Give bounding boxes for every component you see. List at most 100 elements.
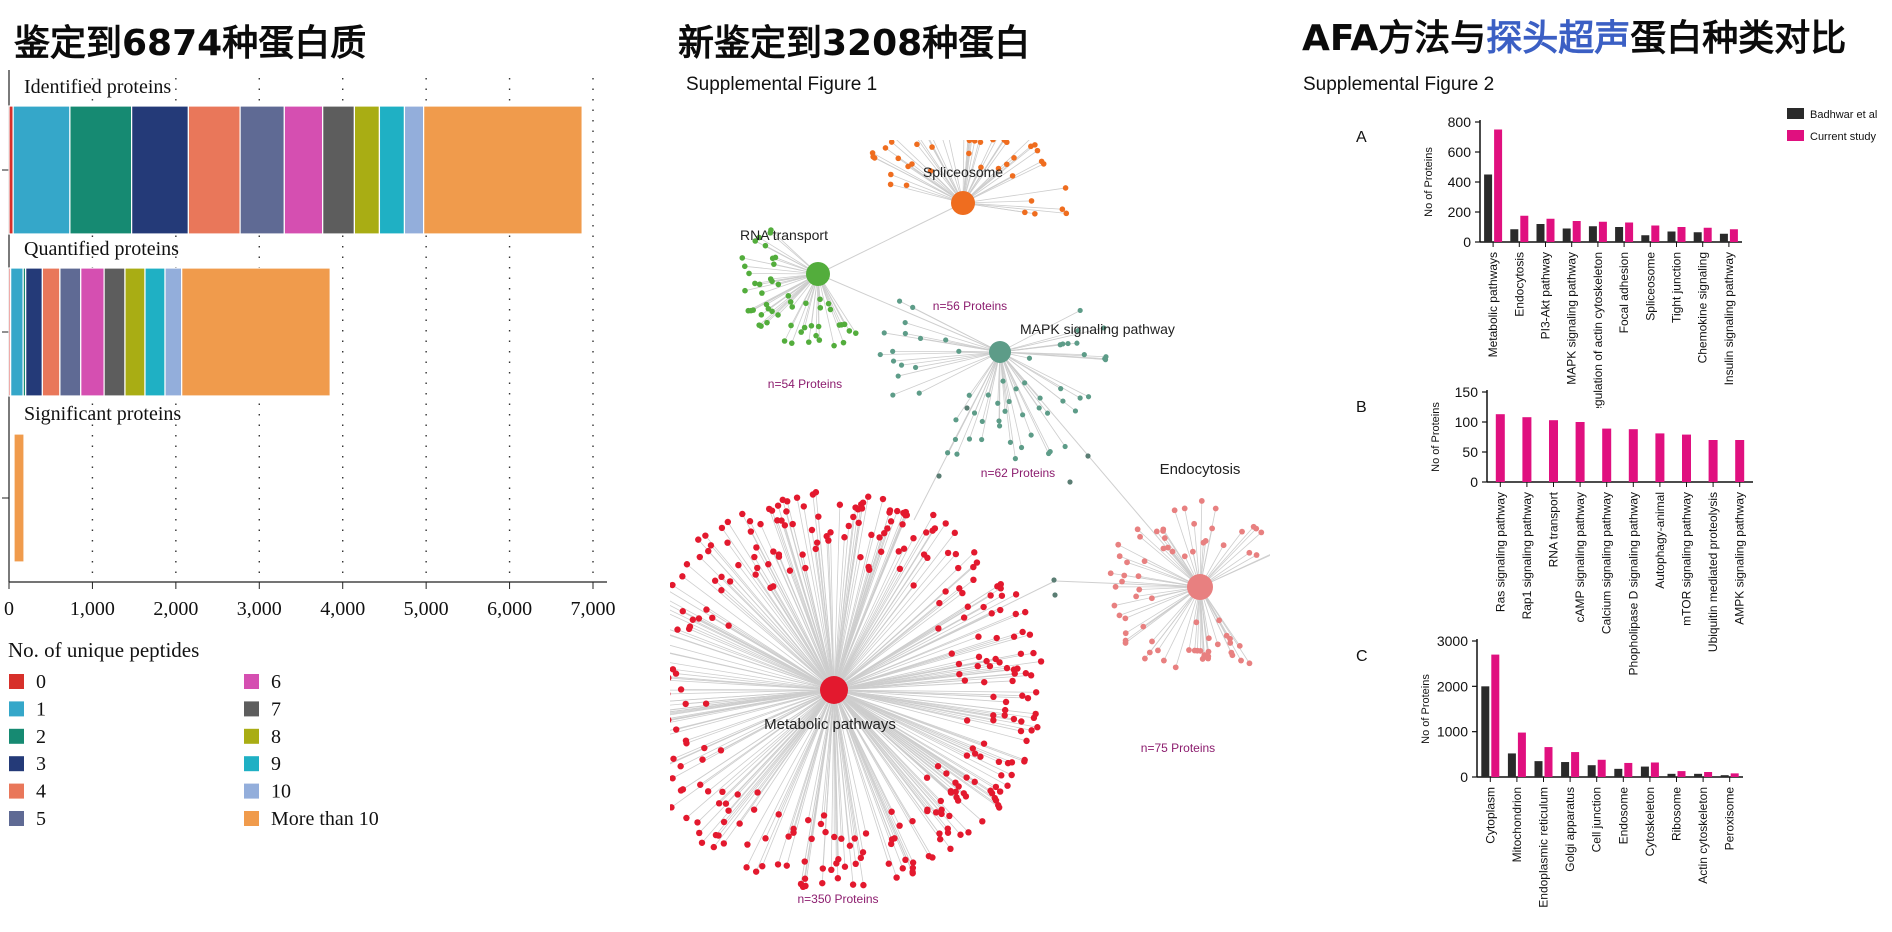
protein-node [1102,356,1108,362]
protein-node [767,230,774,236]
network-edge [670,635,835,691]
protein-node [965,829,972,836]
protein-node [694,819,701,826]
protein-node [1236,642,1243,649]
network-edge [786,689,835,866]
protein-node [718,573,725,581]
protein-node [977,753,984,760]
network-module: MAPK signaling pathway n=62 Proteins [877,298,1175,480]
protein-node [956,585,963,592]
protein-node [679,573,686,580]
protein-node [954,451,960,457]
network-edge [999,351,1085,356]
legend-label: More than 10 [271,808,379,830]
x-category-label: Autophagy-animal [1653,492,1667,589]
y-tick-label: 200 [1448,204,1472,220]
protein-node [959,589,966,597]
protein-node [705,547,712,555]
protein-node [1018,718,1025,725]
bar-badhwar [1693,232,1702,242]
x-category-label: Cell junction [1590,787,1604,852]
protein-node [934,762,942,770]
network-edge [833,689,957,793]
protein-node [987,592,994,599]
network-edge [833,674,1032,691]
network-edge [833,636,979,691]
protein-node [779,496,786,504]
bridge-edge [1054,580,1201,588]
x-category-label: Endoplasmic reticulum [1537,787,1551,908]
protein-node [801,858,808,865]
network-edge [833,689,957,798]
network-edge [822,689,835,869]
network-edge [833,689,857,864]
protein-node [1027,672,1035,679]
protein-node [789,520,796,528]
network-edge [833,689,933,858]
protein-node [718,587,725,594]
protein-node [820,812,828,819]
network-edge [833,689,854,885]
protein-node [1209,525,1216,532]
protein-node [902,319,908,326]
protein-node [828,866,835,874]
bar-badhwar [1614,768,1623,777]
protein-node [834,875,842,882]
legend-label: 9 [271,753,281,775]
bar-current-study [1549,420,1558,482]
network-edge [999,351,1051,452]
protein-node [1216,617,1223,624]
network-edge [670,591,835,691]
bar-current-study [1546,218,1555,242]
x-category-label: Cytoskeleton [1643,787,1657,856]
protein-node [852,504,859,511]
protein-node [1008,771,1015,779]
network-edge [962,163,1044,204]
protein-node [756,234,762,241]
protein-node [756,322,762,328]
protein-node [960,614,968,621]
bar-current-study [1729,229,1738,242]
protein-node [929,144,935,150]
protein-node [735,561,742,569]
supplemental-figure-1-title: Supplemental Figure 1 [686,74,878,95]
network-edge [890,174,964,204]
protein-count-label: n=54 Proteins [768,377,842,391]
protein-node [923,529,930,536]
protein-node [698,839,706,846]
protein-node [1077,395,1083,401]
network-edge [723,689,835,823]
protein-node [895,155,902,162]
protein-node [887,181,894,188]
network-edge [833,689,913,873]
protein-node [1010,715,1018,723]
protein-node [956,670,963,678]
protein-node [1134,526,1141,533]
protein-node [1034,147,1041,154]
protein-node [764,319,770,326]
y-tick-label: 800 [1448,114,1472,130]
legend-swatch [244,756,259,772]
network-edge [670,689,835,723]
protein-node [752,280,758,287]
protein-node [862,830,870,837]
bar-current-study [1522,417,1532,482]
hub-node [989,341,1011,363]
protein-node [799,883,807,891]
network-edge [833,537,845,691]
protein-node [852,330,859,336]
protein-node [1239,528,1245,535]
network-edge [782,499,835,691]
protein-node [1124,559,1130,566]
protein-node [1002,698,1010,706]
x-tick-label: 3,000 [237,598,282,620]
bar-segment [103,267,126,397]
bar-segment [187,105,241,235]
protein-node [1229,652,1236,659]
x-category-label: MAPK signaling pathway [1565,252,1579,385]
protein-node [943,770,950,777]
bar-badhwar [1588,226,1597,242]
protein-node [997,585,1004,592]
network-edge [962,140,969,204]
protein-node [936,836,944,843]
